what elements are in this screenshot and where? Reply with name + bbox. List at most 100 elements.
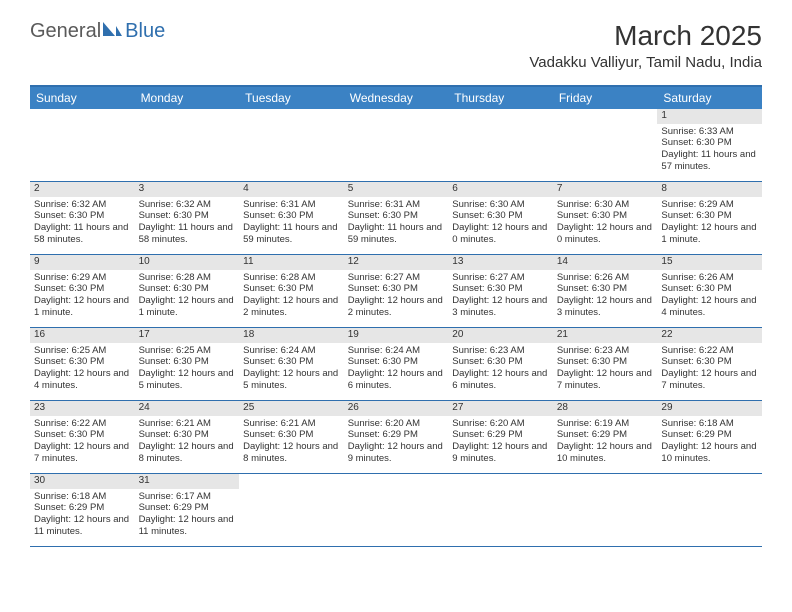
daylight-text: Daylight: 12 hours and 10 minutes.	[661, 441, 758, 465]
logo: General Blue	[30, 20, 165, 43]
location-text: Vadakku Valliyur, Tamil Nadu, India	[529, 54, 762, 71]
daylight-text: Daylight: 12 hours and 9 minutes.	[348, 441, 445, 465]
sunset-text: Sunset: 6:29 PM	[34, 502, 131, 514]
sunset-text: Sunset: 6:30 PM	[34, 210, 131, 222]
day-body: Sunrise: 6:26 AMSunset: 6:30 PMDaylight:…	[657, 270, 762, 324]
header: General Blue March 2025 Vadakku Valliyur…	[0, 0, 792, 79]
day-body: Sunrise: 6:23 AMSunset: 6:30 PMDaylight:…	[448, 343, 553, 397]
day-number: 18	[239, 328, 344, 343]
sunrise-text: Sunrise: 6:20 AM	[452, 418, 549, 430]
sunrise-text: Sunrise: 6:31 AM	[243, 199, 340, 211]
day-cell: 8 Sunrise: 6:29 AMSunset: 6:30 PMDaylight…	[657, 182, 762, 254]
day-number	[448, 474, 553, 476]
day-number: 9	[30, 255, 135, 270]
day-body: Sunrise: 6:27 AMSunset: 6:30 PMDaylight:…	[448, 270, 553, 324]
day-number: 21	[553, 328, 658, 343]
sunrise-text: Sunrise: 6:32 AM	[139, 199, 236, 211]
daylight-text: Daylight: 11 hours and 58 minutes.	[34, 222, 131, 246]
daylight-text: Daylight: 12 hours and 6 minutes.	[452, 368, 549, 392]
sunset-text: Sunset: 6:29 PM	[348, 429, 445, 441]
sunrise-text: Sunrise: 6:29 AM	[34, 272, 131, 284]
day-body: Sunrise: 6:22 AMSunset: 6:30 PMDaylight:…	[30, 416, 135, 470]
daylight-text: Daylight: 12 hours and 4 minutes.	[661, 295, 758, 319]
day-cell: 13Sunrise: 6:27 AMSunset: 6:30 PMDayligh…	[448, 255, 553, 327]
day-cell: 4Sunrise: 6:31 AMSunset: 6:30 PMDaylight…	[239, 182, 344, 254]
day-cell: 22Sunrise: 6:22 AMSunset: 6:30 PMDayligh…	[657, 328, 762, 400]
day-body: Sunrise: 6:18 AMSunset: 6:29 PMDaylight:…	[30, 489, 135, 543]
calendar-body: 1Sunrise: 6:33 AMSunset: 6:30 PMDaylight…	[30, 109, 762, 547]
day-cell: 17Sunrise: 6:25 AMSunset: 6:30 PMDayligh…	[135, 328, 240, 400]
day-number: 15	[657, 255, 762, 270]
day-cell: 18Sunrise: 6:24 AMSunset: 6:30 PMDayligh…	[239, 328, 344, 400]
sunrise-text: Sunrise: 6:21 AM	[243, 418, 340, 430]
day-body: Sunrise: 6:17 AMSunset: 6:29 PMDaylight:…	[135, 489, 240, 543]
daylight-text: Daylight: 12 hours and 11 minutes.	[34, 514, 131, 538]
day-number: 8	[657, 182, 762, 197]
day-body: Sunrise: 6:31 AMSunset: 6:30 PMDaylight:…	[344, 197, 449, 251]
title-block: March 2025 Vadakku Valliyur, Tamil Nadu,…	[529, 20, 762, 71]
day-number	[448, 109, 553, 111]
sunrise-text: Sunrise: 6:30 AM	[557, 199, 654, 211]
sunrise-text: Sunrise: 6:30 AM	[452, 199, 549, 211]
sunset-text: Sunset: 6:30 PM	[661, 210, 758, 222]
daylight-text: Daylight: 12 hours and 2 minutes.	[243, 295, 340, 319]
daylight-text: Daylight: 12 hours and 2 minutes.	[348, 295, 445, 319]
sunrise-text: Sunrise: 6:29 AM	[661, 199, 758, 211]
day-number: 14	[553, 255, 658, 270]
sunrise-text: Sunrise: 6:22 AM	[661, 345, 758, 357]
daylight-text: Daylight: 12 hours and 3 minutes.	[452, 295, 549, 319]
week-row: 9Sunrise: 6:29 AMSunset: 6:30 PMDaylight…	[30, 255, 762, 328]
sunset-text: Sunset: 6:30 PM	[557, 283, 654, 295]
day-body: Sunrise: 6:28 AMSunset: 6:30 PMDaylight:…	[135, 270, 240, 324]
calendar: Sunday Monday Tuesday Wednesday Thursday…	[30, 85, 762, 547]
day-body: Sunrise: 6:29 AMSunset: 6:30 PMDaylight:…	[30, 270, 135, 324]
sunset-text: Sunset: 6:30 PM	[557, 356, 654, 368]
sunset-text: Sunset: 6:30 PM	[139, 356, 236, 368]
sunset-text: Sunset: 6:30 PM	[348, 210, 445, 222]
weekday-header: Thursday	[448, 87, 553, 109]
logo-sail-icon	[101, 20, 123, 43]
day-cell: 15Sunrise: 6:26 AMSunset: 6:30 PMDayligh…	[657, 255, 762, 327]
week-row: 2Sunrise: 6:32 AMSunset: 6:30 PMDaylight…	[30, 182, 762, 255]
weekday-header: Friday	[553, 87, 658, 109]
day-cell	[448, 109, 553, 181]
logo-text-general: General	[30, 20, 101, 43]
sunrise-text: Sunrise: 6:27 AM	[452, 272, 549, 284]
day-body: Sunrise: 6:22 AMSunset: 6:30 PMDaylight:…	[657, 343, 762, 397]
day-number	[30, 109, 135, 111]
day-body: Sunrise: 6:30 AMSunset: 6:30 PMDaylight:…	[448, 197, 553, 251]
daylight-text: Daylight: 12 hours and 11 minutes.	[139, 514, 236, 538]
daylight-text: Daylight: 12 hours and 1 minute.	[661, 222, 758, 246]
day-cell: 14Sunrise: 6:26 AMSunset: 6:30 PMDayligh…	[553, 255, 658, 327]
day-body: Sunrise: 6:28 AMSunset: 6:30 PMDaylight:…	[239, 270, 344, 324]
daylight-text: Daylight: 11 hours and 58 minutes.	[139, 222, 236, 246]
day-cell: 29Sunrise: 6:18 AMSunset: 6:29 PMDayligh…	[657, 401, 762, 473]
sunset-text: Sunset: 6:30 PM	[661, 137, 758, 149]
week-row: 30Sunrise: 6:18 AMSunset: 6:29 PMDayligh…	[30, 474, 762, 547]
sunrise-text: Sunrise: 6:28 AM	[139, 272, 236, 284]
sunset-text: Sunset: 6:30 PM	[243, 283, 340, 295]
sunrise-text: Sunrise: 6:23 AM	[452, 345, 549, 357]
day-cell: 27Sunrise: 6:20 AMSunset: 6:29 PMDayligh…	[448, 401, 553, 473]
day-cell: 12Sunrise: 6:27 AMSunset: 6:30 PMDayligh…	[344, 255, 449, 327]
daylight-text: Daylight: 12 hours and 0 minutes.	[557, 222, 654, 246]
day-number	[553, 474, 658, 476]
day-number	[344, 474, 449, 476]
sunrise-text: Sunrise: 6:27 AM	[348, 272, 445, 284]
weekday-header: Sunday	[30, 87, 135, 109]
weekday-header-row: Sunday Monday Tuesday Wednesday Thursday…	[30, 87, 762, 109]
day-number: 5	[344, 182, 449, 197]
day-body: Sunrise: 6:25 AMSunset: 6:30 PMDaylight:…	[30, 343, 135, 397]
sunrise-text: Sunrise: 6:25 AM	[34, 345, 131, 357]
day-body: Sunrise: 6:18 AMSunset: 6:29 PMDaylight:…	[657, 416, 762, 470]
day-number: 13	[448, 255, 553, 270]
day-cell: 6Sunrise: 6:30 AMSunset: 6:30 PMDaylight…	[448, 182, 553, 254]
day-cell: 20Sunrise: 6:23 AMSunset: 6:30 PMDayligh…	[448, 328, 553, 400]
sunrise-text: Sunrise: 6:22 AM	[34, 418, 131, 430]
sunset-text: Sunset: 6:30 PM	[452, 283, 549, 295]
day-cell	[344, 474, 449, 546]
day-cell: 31Sunrise: 6:17 AMSunset: 6:29 PMDayligh…	[135, 474, 240, 546]
day-body: Sunrise: 6:24 AMSunset: 6:30 PMDaylight:…	[239, 343, 344, 397]
day-cell	[553, 474, 658, 546]
day-cell	[30, 109, 135, 181]
